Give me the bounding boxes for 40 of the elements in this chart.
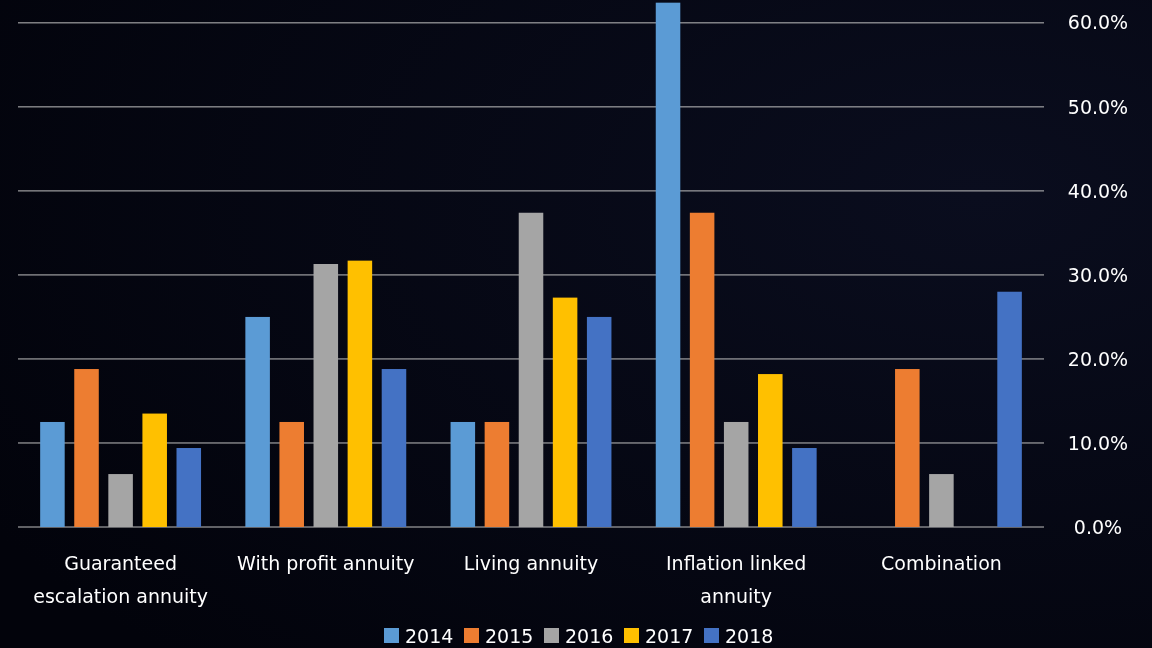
legend-label: 2017 [645,624,694,647]
bar [689,212,715,527]
y-tick-label: 30.0% [1067,263,1129,286]
bar [74,369,99,527]
bar [381,369,407,527]
y-tick-label: 50.0% [1067,95,1129,118]
x-tick-label: Guaranteed escalation annuity [33,552,208,607]
y-tick-label: 20.0% [1067,347,1129,370]
legend-label: 2015 [485,624,534,647]
legend-label: 2014 [405,624,454,647]
bar [484,421,510,527]
bar [176,448,202,527]
x-tick-label: Inflation linked annuity [666,552,807,607]
x-tick-label: Living annuity [463,552,599,574]
x-tick-label: Combination [880,552,1002,574]
y-tick-label: 60.0% [1067,11,1129,34]
bar [552,297,578,527]
bar [142,413,167,527]
bar [108,474,133,527]
legend-label: 2016 [565,624,614,647]
bar [245,316,270,527]
bar [313,264,339,527]
bar [997,291,1022,527]
bar [895,369,920,527]
y-tick-label: 0.0% [1073,515,1123,538]
bar [758,374,783,527]
bar [279,421,304,527]
bar [450,421,476,527]
bar [792,448,817,527]
legend-label: 2018 [725,624,774,647]
bar [40,421,65,527]
bar [586,316,612,527]
x-tick-label: With profit annuity [237,552,415,574]
y-tick-label: 40.0% [1067,179,1129,202]
y-tick-label: 10.0% [1067,431,1129,454]
bar [655,2,681,527]
bar [347,260,373,527]
bar [723,421,749,527]
bar [929,474,954,527]
bar [518,212,544,527]
